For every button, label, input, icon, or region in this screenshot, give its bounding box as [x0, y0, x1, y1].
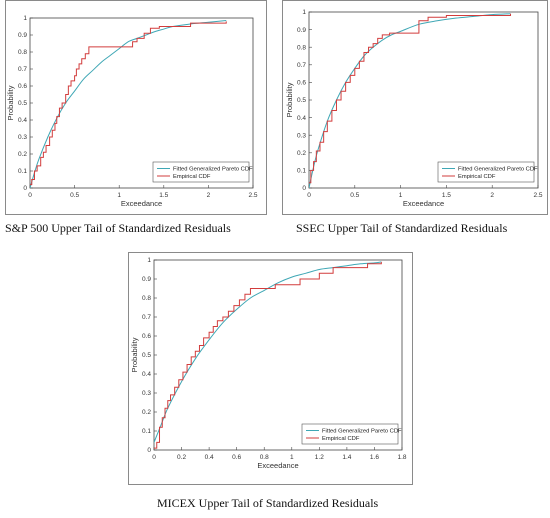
y-tick-label: 0.4: [142, 371, 151, 378]
y-tick-label: 0.7: [142, 314, 151, 321]
x-tick-label: 1.8: [397, 454, 406, 461]
y-tick-label: 0.3: [18, 134, 27, 141]
x-tick-label: 1: [399, 192, 403, 199]
x-tick-label: 2.5: [533, 192, 542, 199]
x-tick-label: 0.4: [205, 454, 214, 461]
y-tick-label: 0.3: [142, 390, 151, 397]
y-tick-label: 0.6: [18, 83, 27, 90]
y-tick-label: 0.1: [297, 168, 306, 175]
y-tick-label: 0.1: [142, 428, 151, 435]
y-axis-title: Probability: [130, 337, 139, 372]
x-tick-label: 2: [490, 192, 494, 199]
empirical-cdf-line: [154, 261, 382, 449]
empirical-cdf-line: [30, 21, 227, 186]
y-tick-label: 0.9: [18, 32, 27, 39]
y-tick-label: 0: [147, 447, 151, 454]
y-tick-label: 0: [23, 185, 27, 192]
micex-upper-tail-chart: 0 0.2 0.4 0.6 0.8 1 1.2 1.4 1.6 1.8 0 0.1 0.2 0.3 0.4 0…: [128, 252, 413, 485]
sp500-chart-panel: 0 0.5 1 1.5 2 2.5 0 0.1 0.2 0.3 0.4 0.5 0.6 0.7 0.8 0.9…: [5, 0, 267, 215]
micex-caption: MICEX Upper Tail of Standardized Residua…: [157, 496, 379, 510]
fitted-pareto-cdf-line: [30, 20, 227, 188]
y-tick-label: 1: [302, 9, 306, 16]
y-tick-label: 0.3: [297, 132, 306, 139]
y-tick-label: 0.7: [297, 62, 306, 69]
y-tick-label: 0.2: [142, 409, 151, 416]
x-axis-title: Exceedance: [121, 199, 162, 208]
legend-entry-label: Empirical CDF: [458, 174, 496, 180]
fitted-pareto-cdf-line: [154, 261, 382, 443]
y-tick-label: 0.9: [297, 27, 306, 34]
y-tick-label: 0.4: [297, 115, 306, 122]
sp500-caption: S&P 500 Upper Tail of Standardized Resid…: [5, 221, 231, 235]
y-tick-label: 1: [23, 15, 27, 22]
x-tick-label: 1.4: [342, 454, 351, 461]
y-tick-label: 1: [147, 257, 151, 264]
sp500-upper-tail-chart: 0 0.5 1 1.5 2 2.5 0 0.1 0.2 0.3 0.4 0.5 0.6 0.7 0.8 0.9…: [5, 0, 267, 215]
legend-entry-label: Empirical CDF: [173, 174, 211, 180]
legend-box: [437, 161, 535, 183]
legend-entry-label: Fitted Generalized Pareto CDF: [458, 167, 538, 173]
x-tick-label: 0: [28, 192, 32, 199]
legend-entry-label: Fitted Generalized Pareto CDF: [322, 429, 402, 435]
legend-entry-label: Empirical CDF: [322, 436, 360, 442]
y-tick-label: 0.7: [18, 66, 27, 73]
y-tick-label: 0.1: [18, 168, 27, 175]
y-axis-title: Probability: [285, 82, 294, 117]
x-tick-label: 1: [117, 192, 121, 199]
y-tick-label: 0.2: [297, 150, 306, 157]
x-tick-label: 1: [290, 454, 294, 461]
x-tick-label: 0.5: [350, 192, 359, 199]
y-tick-label: 0.6: [142, 333, 151, 340]
plot-area: [29, 17, 254, 189]
y-tick-label: 0.8: [142, 295, 151, 302]
y-tick-label: 0.6: [297, 80, 306, 87]
x-tick-label: 1.5: [159, 192, 168, 199]
y-tick-label: 0.2: [18, 151, 27, 158]
x-tick-label: 1.2: [315, 454, 324, 461]
x-tick-label: 0: [152, 454, 156, 461]
y-tick-label: 0.5: [18, 100, 27, 107]
plot-area: [153, 259, 403, 451]
y-tick-label: 0: [302, 185, 306, 192]
x-tick-label: 1.5: [442, 192, 451, 199]
y-tick-label: 0.8: [297, 44, 306, 51]
x-axis-title: Exceedance: [403, 199, 444, 208]
y-tick-label: 0.4: [18, 117, 27, 124]
x-tick-label: 1.6: [370, 454, 379, 461]
y-tick-label: 0.8: [18, 49, 27, 56]
legend-box: [301, 423, 399, 445]
x-axis-title: Exceedance: [257, 461, 298, 470]
ssec-upper-tail-chart: 0 0.5 1 1.5 2 2.5 0 0.1 0.2 0.3 0.4 0.5 0.6 0.7 0.8 0.9…: [282, 0, 548, 215]
y-axis-title: Probability: [6, 85, 15, 120]
x-tick-label: 2: [207, 192, 211, 199]
legend-entry-label: Fitted Generalized Pareto CDF: [173, 167, 253, 173]
legend-box: [152, 161, 250, 183]
ssec-chart-panel: 0 0.5 1 1.5 2 2.5 0 0.1 0.2 0.3 0.4 0.5 0.6 0.7 0.8 0.9…: [282, 0, 548, 215]
x-tick-label: 0: [307, 192, 311, 199]
y-tick-label: 0.9: [142, 276, 151, 283]
x-tick-label: 0.6: [232, 454, 241, 461]
plot-area: [308, 11, 539, 189]
ssec-caption: SSEC Upper Tail of Standardized Residual…: [296, 221, 508, 235]
x-tick-label: 2.5: [248, 192, 257, 199]
empirical-cdf-line: [309, 13, 512, 184]
micex-chart-panel: 0 0.2 0.4 0.6 0.8 1 1.2 1.4 1.6 1.8 0 0.1 0.2 0.3 0.4 0…: [128, 252, 413, 485]
x-tick-label: 0.8: [260, 454, 269, 461]
y-tick-label: 0.5: [142, 352, 151, 359]
x-tick-label: 0.5: [70, 192, 79, 199]
x-tick-label: 0.2: [177, 454, 186, 461]
y-tick-label: 0.5: [297, 97, 306, 104]
